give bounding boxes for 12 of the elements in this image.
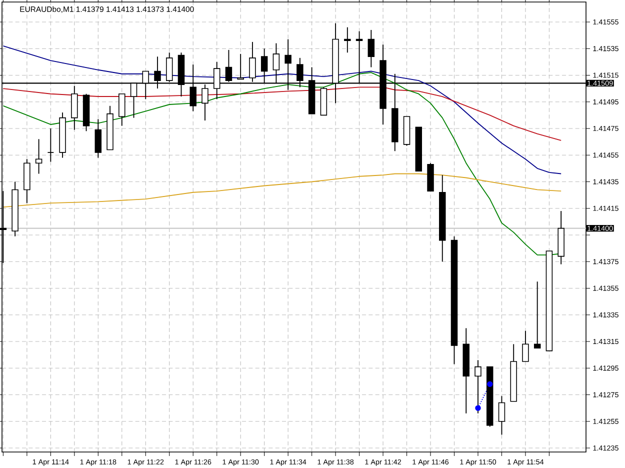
candlestick (94, 118, 102, 158)
candlestick (534, 281, 541, 349)
candlestick (71, 85, 78, 130)
candlestick (368, 29, 375, 68)
candlestick (118, 93, 126, 126)
candlestick (35, 138, 42, 174)
candlestick (522, 330, 529, 362)
candlestick (498, 396, 506, 436)
candlestick (344, 26, 351, 54)
candlestick (237, 53, 244, 80)
candlestick (47, 128, 54, 162)
line-series (2, 45, 562, 174)
